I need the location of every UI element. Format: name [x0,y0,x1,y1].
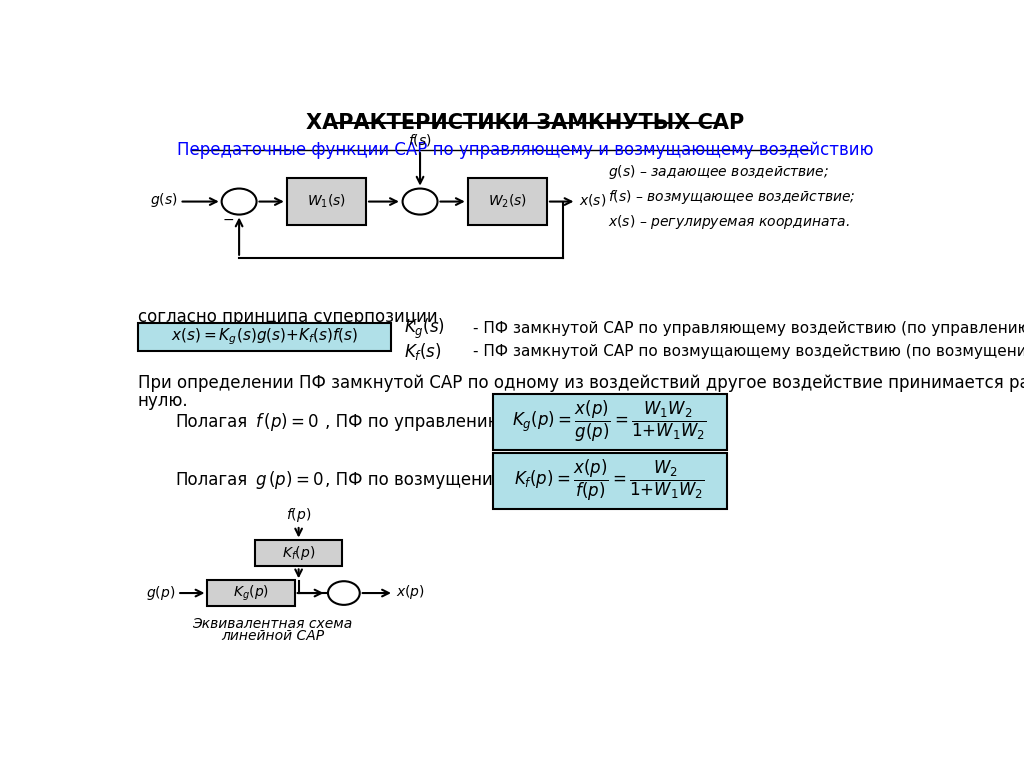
Text: $g(p)$: $g(p)$ [146,584,176,602]
Text: $K_g(s)$: $K_g(s)$ [404,316,445,341]
Bar [137,323,391,351]
Text: $K_g(p){=}\dfrac{x(p)}{g(p)}{=}\dfrac{W_1W_2}{1{+}W_1W_2}$: $K_g(p){=}\dfrac{x(p)}{g(p)}{=}\dfrac{W_… [512,399,707,444]
Circle shape [221,189,257,214]
Text: Передаточные функции САР по управляющему и возмущающему воздействию: Передаточные функции САР по управляющему… [176,141,873,159]
Text: $x(s)$ – регулируемая координата.: $x(s)$ – регулируемая координата. [608,213,850,230]
Bar [494,453,727,509]
Text: Эквивалентная схема: Эквивалентная схема [193,617,352,631]
Bar [468,178,547,225]
Text: Полагая: Полагая [176,412,248,431]
Text: $f(s)$: $f(s)$ [409,132,432,148]
Text: $x(s){=}K_g(s)g(s){+}K_f(s)f(s)$: $x(s){=}K_g(s)g(s){+}K_f(s)f(s)$ [171,326,358,346]
Text: согласно принципа суперпозиции: согласно принципа суперпозиции [137,308,437,326]
Text: $x(s)$: $x(s)$ [579,192,606,208]
Circle shape [402,189,437,214]
Text: Полагая: Полагая [176,471,248,488]
Bar [255,541,342,567]
Text: $K_f(s)$: $K_f(s)$ [404,341,442,362]
Circle shape [328,581,359,605]
Text: $f(s)$ – возмущающее воздействие;: $f(s)$ – возмущающее воздействие; [608,188,856,206]
Bar [287,178,367,225]
Text: $g(s)$: $g(s)$ [151,190,178,209]
Text: $f\,(p){=}0$: $f\,(p){=}0$ [255,411,318,432]
Text: $W_1(s)$: $W_1(s)$ [307,193,346,210]
Text: $x(p)$: $x(p)$ [396,583,425,601]
Text: $g(s)$ – задающее воздействие;: $g(s)$ – задающее воздействие; [608,163,829,181]
Text: $W_2(s)$: $W_2(s)$ [487,193,527,210]
Bar [207,580,295,606]
Text: , ПФ по управлению:: , ПФ по управлению: [325,412,507,431]
Text: $K_g(p)$: $K_g(p)$ [233,584,269,603]
Bar [494,394,727,450]
Text: При определении ПФ замкнутой САР по одному из воздействий другое воздействие при: При определении ПФ замкнутой САР по одно… [137,374,1024,392]
Text: ХАРАКТЕРИСТИКИ ЗАМКНУТЫХ САР: ХАРАКТЕРИСТИКИ ЗАМКНУТЫХ САР [306,113,743,133]
Text: - ПФ замкнутой САР по возмущающему воздействию (по возмущению): - ПФ замкнутой САР по возмущающему возде… [473,343,1024,359]
Text: $g\,(p){=}0$: $g\,(p){=}0$ [255,468,324,491]
Text: линейной САР: линейной САР [221,629,324,644]
Text: $f(p)$: $f(p)$ [286,506,311,524]
Text: $K_f(p){=}\dfrac{x(p)}{f(p)}{=}\dfrac{W_2}{1{+}W_1W_2}$: $K_f(p){=}\dfrac{x(p)}{f(p)}{=}\dfrac{W_… [514,458,705,503]
Text: нулю.: нулю. [137,392,188,410]
Text: , ПФ по возмущению:: , ПФ по возмущению: [325,471,512,488]
Text: $K_f(p)$: $K_f(p)$ [282,545,315,562]
Text: $-$: $-$ [222,212,234,227]
Text: - ПФ замкнутой САР по управляющему воздействию (по управлению): - ПФ замкнутой САР по управляющему возде… [473,321,1024,336]
